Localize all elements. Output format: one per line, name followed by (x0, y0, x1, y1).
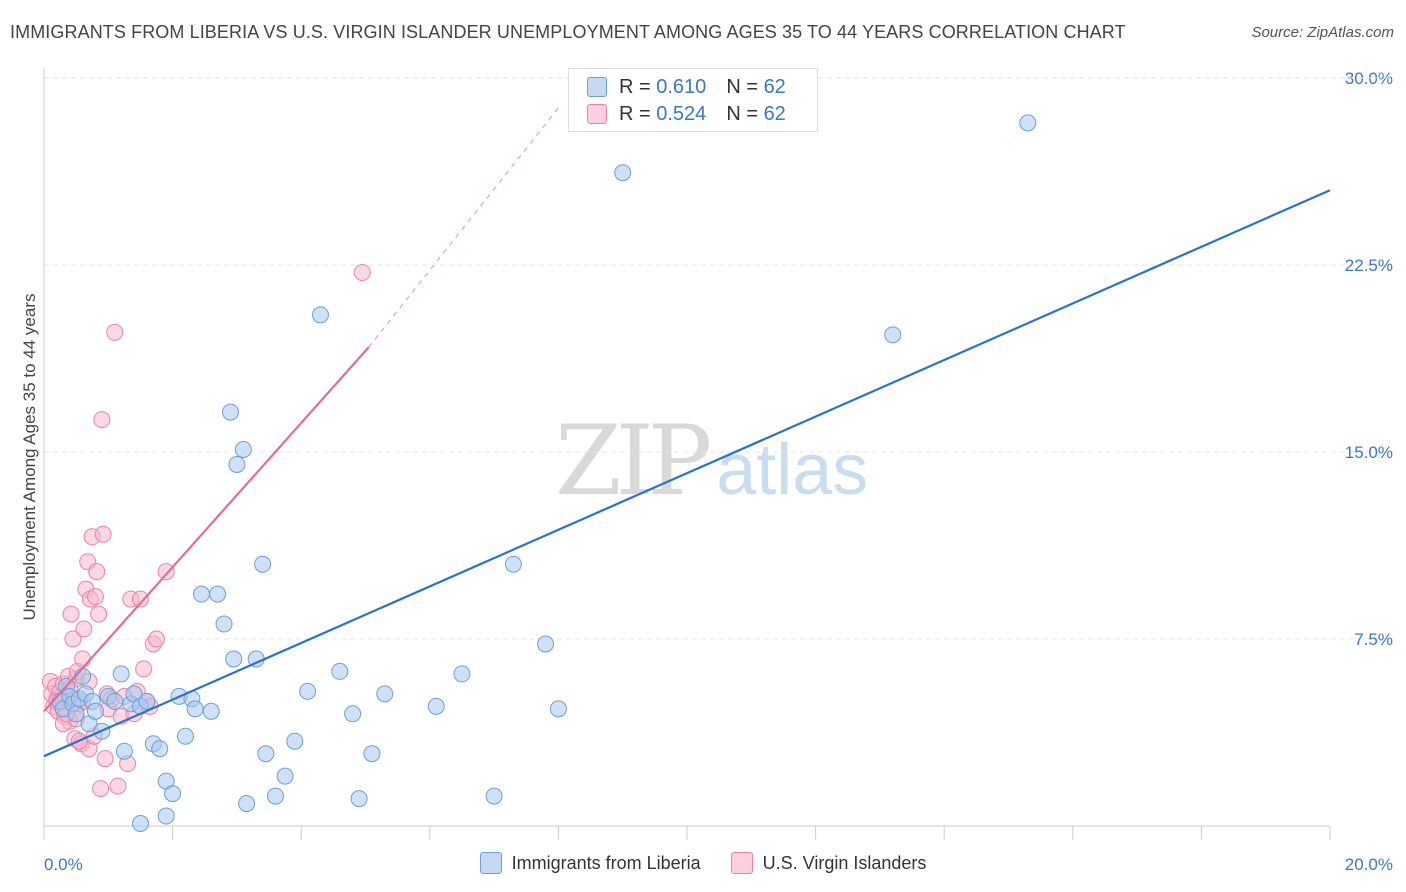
legend-label-liberia: Immigrants from Liberia (511, 852, 701, 873)
legend-r-label: R = (619, 102, 657, 125)
point-liberia (350, 790, 368, 808)
point-liberia (299, 682, 317, 700)
point-liberia (266, 787, 284, 805)
legend-label-virgin-islanders: U.S. Virgin Islanders (762, 852, 927, 873)
point-virgin-islanders (353, 263, 371, 281)
legend-swatch-liberia (479, 852, 502, 874)
point-liberia (228, 455, 246, 473)
chart-title: IMMIGRANTS FROM LIBERIA VS U.S. VIRGIN I… (10, 22, 1126, 42)
point-liberia (164, 785, 182, 803)
legend-n-label: N = (726, 75, 764, 98)
point-liberia (331, 662, 349, 680)
point-liberia (106, 692, 124, 710)
point-liberia (485, 787, 503, 805)
point-liberia (537, 635, 555, 653)
point-liberia (614, 164, 632, 182)
legend-r-value-liberia: 0.610 (656, 75, 707, 98)
point-liberia (86, 702, 104, 720)
point-liberia (254, 555, 272, 573)
point-liberia (112, 665, 130, 683)
legend-item-liberia[interactable]: Immigrants from Liberia (479, 852, 701, 874)
legend-n-label: N = (726, 102, 764, 125)
legend-r-value-virgin-islanders: 0.524 (656, 102, 707, 125)
point-liberia (376, 685, 394, 703)
series-legend: Immigrants from Liberia U.S. Virgin Isla… (0, 852, 1406, 874)
point-liberia (427, 697, 445, 715)
point-liberia (884, 326, 902, 344)
y-tick-label: 7.5% (1354, 630, 1393, 649)
point-virgin-islanders (109, 777, 127, 795)
y-tick-label: 15.0% (1345, 443, 1393, 462)
legend-swatch-virgin-islanders (730, 852, 753, 874)
watermark: ZIP atlas (555, 405, 868, 517)
watermark-atlas: atlas (716, 430, 869, 510)
point-virgin-islanders (90, 605, 108, 623)
point-liberia (186, 700, 204, 718)
legend-row-virgin-islanders: R = 0.524 N = 62 (587, 101, 786, 127)
x-tick-label: 0.0% (44, 855, 83, 874)
source-label: Source: ZipAtlas.com (1251, 24, 1394, 41)
point-liberia (157, 807, 175, 825)
point-liberia (151, 740, 169, 758)
point-virgin-islanders (157, 563, 175, 581)
point-liberia (1019, 114, 1037, 132)
point-liberia (363, 745, 381, 763)
point-liberia (504, 555, 522, 573)
point-virgin-islanders (96, 750, 114, 768)
point-liberia (286, 732, 304, 750)
point-liberia (549, 700, 567, 718)
point-virgin-islanders (148, 630, 166, 648)
point-virgin-islanders (62, 605, 80, 623)
trendline-virgin-islanders-extension (368, 107, 559, 348)
legend-swatch-virgin-islanders (587, 104, 607, 124)
point-virgin-islanders (106, 323, 124, 341)
point-liberia (234, 441, 252, 459)
point-liberia (131, 815, 149, 833)
point-liberia (202, 702, 220, 720)
trendline-liberia (43, 189, 1331, 758)
legend-item-virgin-islanders[interactable]: U.S. Virgin Islanders (730, 852, 927, 874)
correlation-legend: R = 0.610 N = 62 R = 0.524 N = 62 (568, 68, 818, 132)
point-liberia (344, 705, 362, 723)
legend-row-liberia: R = 0.610 N = 62 (587, 74, 786, 100)
point-liberia (209, 585, 227, 603)
legend-r-label: R = (619, 75, 657, 98)
point-virgin-islanders (135, 660, 153, 678)
point-virgin-islanders (131, 590, 149, 608)
point-liberia (276, 767, 294, 785)
y-tick-label: 22.5% (1345, 256, 1393, 275)
point-liberia (115, 742, 133, 760)
point-liberia (176, 727, 194, 745)
watermark-zip: ZIP (555, 405, 712, 517)
point-liberia (74, 667, 92, 685)
point-liberia (453, 665, 471, 683)
point-liberia (193, 585, 211, 603)
point-liberia (257, 745, 275, 763)
point-virgin-islanders (75, 620, 93, 638)
point-virgin-islanders (93, 411, 111, 429)
point-liberia (238, 795, 256, 813)
point-virgin-islanders (86, 588, 104, 606)
point-virgin-islanders (92, 780, 110, 798)
trendline-virgin-islanders (43, 346, 370, 713)
point-liberia (225, 650, 243, 668)
point-liberia (311, 306, 329, 324)
point-virgin-islanders (64, 630, 82, 648)
legend-n-value-virgin-islanders: 62 (763, 102, 786, 125)
point-virgin-islanders (88, 563, 106, 581)
point-virgin-islanders (94, 525, 112, 543)
point-liberia (138, 692, 156, 710)
legend-n-value-liberia: 62 (763, 75, 786, 98)
point-virgin-islanders (74, 650, 92, 668)
point-liberia (221, 403, 239, 421)
legend-swatch-liberia (587, 77, 607, 97)
x-tick-label: 20.0% (1345, 855, 1393, 874)
point-liberia (215, 615, 233, 633)
